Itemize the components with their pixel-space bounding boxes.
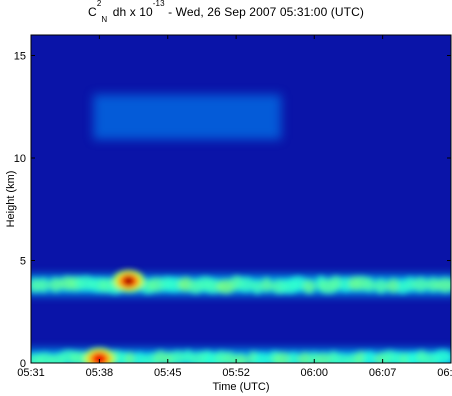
x-tick-label: 06:14 xyxy=(437,367,452,379)
x-axis: 05:31 05:38 05:45 05:52 06:00 06:07 06:14 xyxy=(17,35,452,379)
heatmap-cell xyxy=(253,352,271,363)
x-tick-label: 06:00 xyxy=(300,367,328,379)
y-tick-label: 15 xyxy=(14,51,26,63)
heatmap-cell xyxy=(373,279,388,294)
y-tick-label: 0 xyxy=(20,358,26,370)
heatmap-cell xyxy=(272,352,293,363)
heatmap-cell xyxy=(404,277,416,292)
heatmap-cell xyxy=(329,276,343,291)
y-tick-label: 10 xyxy=(14,153,26,165)
plot-background xyxy=(31,35,451,363)
heatmap-cell xyxy=(233,353,248,363)
y-tick-label: 5 xyxy=(20,256,26,268)
heatmap-cell xyxy=(302,279,316,294)
heatmap-cell xyxy=(364,277,375,292)
title-symbol: C2N xyxy=(88,0,108,25)
title-suffix: - Wed, 26 Sep 2007 05:31:00 (UTC) xyxy=(164,5,364,19)
heatmap-cell xyxy=(432,349,451,363)
heatmap-cell xyxy=(31,278,41,293)
heatmap-cell xyxy=(223,351,237,363)
heatmap-peaks xyxy=(31,270,451,363)
heatmap-cell xyxy=(287,352,300,363)
heatmap-cell xyxy=(339,277,353,292)
heatmap-cell xyxy=(435,278,451,293)
title-exponent: -13 xyxy=(152,0,165,8)
heatmap-cell xyxy=(252,279,263,294)
x-tick-label: 06:07 xyxy=(369,367,397,379)
x-tick-label: 05:31 xyxy=(17,367,45,379)
x-tick-label: 05:45 xyxy=(154,367,182,379)
heatmap-cell xyxy=(260,277,273,292)
heatmap-cell xyxy=(386,278,401,293)
heatmap-cell xyxy=(288,276,308,291)
heatmap-cell xyxy=(362,351,377,363)
heatmap-cell xyxy=(331,353,351,363)
heatmap-cell xyxy=(427,277,439,292)
heatmap-cell xyxy=(49,277,63,292)
heatmap-cell xyxy=(125,351,136,363)
heatmap-cell xyxy=(412,277,429,292)
x-tick-label: 05:38 xyxy=(86,367,114,379)
heatmap-peak xyxy=(95,354,104,363)
heatmap-cell xyxy=(37,278,49,293)
heatmap-band xyxy=(93,94,282,140)
y-axis: 0 5 10 15 xyxy=(14,51,451,370)
title-text: dh x 10 xyxy=(109,5,153,19)
x-axis-label: Time (UTC) xyxy=(212,381,269,393)
heatmap-field xyxy=(31,94,451,363)
heatmap-cell xyxy=(315,352,332,363)
heatmap-cell xyxy=(153,350,168,363)
heatmap-peak xyxy=(124,277,133,285)
heatmap-cell xyxy=(170,350,186,363)
y-axis-label: Height (km) xyxy=(5,171,17,228)
plot-frame xyxy=(30,34,452,364)
heatmap-cell xyxy=(236,277,256,292)
chart-title: C2N dh x 10-13 - Wed, 26 Sep 2007 05:31:… xyxy=(0,0,452,25)
x-tick-label: 05:52 xyxy=(222,367,250,379)
